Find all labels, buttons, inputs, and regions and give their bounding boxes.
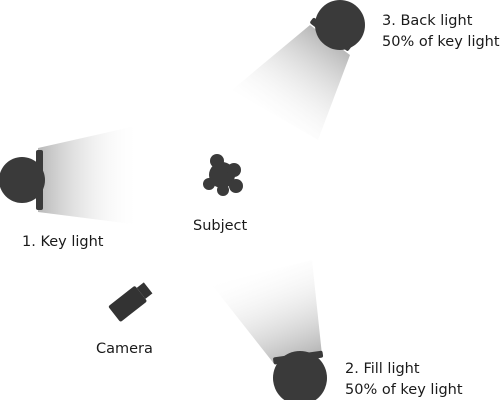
subject-label: Subject (193, 216, 247, 237)
key-light-beam (38, 125, 140, 225)
back-light-label: 3. Back light 50% of key light (382, 11, 500, 53)
key-light-lamp (0, 150, 45, 210)
fill-light-beam (212, 260, 322, 365)
subject-figure (203, 154, 243, 196)
subject-title: Subject (193, 218, 248, 234)
camera-icon (108, 282, 153, 322)
key-light-label: 1. Key light (22, 232, 103, 253)
fill-light-note: 50% of key light (345, 382, 463, 398)
back-light-beam (232, 25, 350, 140)
back-light-lamp (310, 0, 365, 51)
back-light-title: 3. Back light (382, 13, 473, 29)
fill-light-title: 2. Fill light (345, 361, 420, 377)
fill-light-lamp (273, 350, 327, 400)
back-light-note: 50% of key light (382, 34, 500, 50)
camera-label: Camera (96, 339, 153, 360)
fill-light-label: 2. Fill light 50% of key light (345, 359, 463, 401)
key-light-title: 1. Key light (22, 234, 104, 250)
camera-title: Camera (96, 341, 153, 357)
